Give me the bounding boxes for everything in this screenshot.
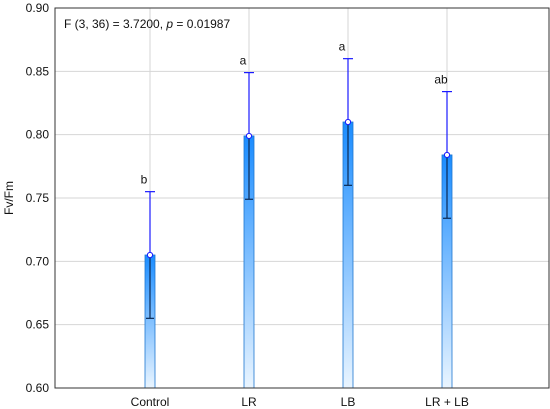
annotation-p-symbol: p bbox=[165, 17, 173, 31]
x-tick-label: LR + LB bbox=[425, 395, 469, 409]
significance-letter: a bbox=[240, 54, 247, 68]
mean-point bbox=[146, 251, 154, 259]
significance-letter: a bbox=[339, 40, 346, 54]
y-tick-label: 0.65 bbox=[26, 318, 50, 332]
y-tick-labels: 0.60 0.65 0.70 0.75 0.80 0.85 0.90 bbox=[26, 1, 50, 395]
x-tick-labels: Control LR LB LR + LB bbox=[131, 395, 469, 409]
y-axis-title: Fv/Fm bbox=[2, 181, 16, 215]
plot-frame bbox=[54, 7, 550, 389]
x-tick-label: LR bbox=[241, 395, 257, 409]
significance-letter: ab bbox=[434, 73, 448, 87]
error-bars bbox=[145, 58, 452, 319]
annotation-text: F (3, 36) = 3.7200, p = 0.01987 bbox=[64, 17, 230, 31]
annotation-suffix: = 0.01987 bbox=[173, 17, 230, 31]
significance-letters: b a a ab bbox=[141, 40, 448, 187]
y-tick-label: 0.80 bbox=[26, 128, 50, 142]
annotation-prefix: F (3, 36) = 3.7200, bbox=[64, 17, 166, 31]
x-tick-label: Control bbox=[131, 395, 170, 409]
mean-points bbox=[146, 118, 451, 259]
y-tick-label: 0.90 bbox=[26, 1, 50, 15]
grid-lines bbox=[55, 8, 549, 388]
x-tick-label: LB bbox=[341, 395, 356, 409]
significance-letter: b bbox=[141, 173, 148, 187]
mean-point bbox=[245, 132, 253, 140]
y-tick-label: 0.85 bbox=[26, 64, 50, 78]
y-tick-label: 0.75 bbox=[26, 191, 50, 205]
mean-point bbox=[443, 151, 451, 159]
mean-point bbox=[344, 118, 352, 126]
bars bbox=[144, 121, 453, 389]
y-tick-label: 0.60 bbox=[26, 381, 50, 395]
y-tick-label: 0.70 bbox=[26, 254, 50, 268]
